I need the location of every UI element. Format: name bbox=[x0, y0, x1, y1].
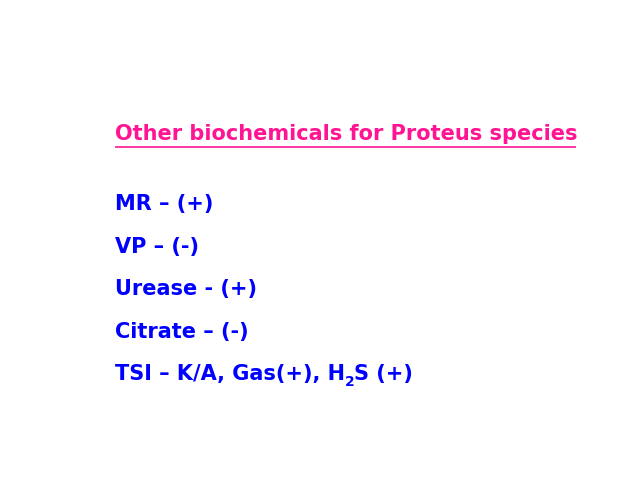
Text: 2: 2 bbox=[345, 375, 355, 389]
Text: Citrate – (-): Citrate – (-) bbox=[115, 322, 248, 342]
Text: Urease - (+): Urease - (+) bbox=[115, 279, 257, 300]
Text: Other biochemicals for Proteus species: Other biochemicals for Proteus species bbox=[115, 124, 577, 144]
Text: S (+): S (+) bbox=[355, 364, 413, 384]
Text: TSI – K/A, Gas(+), H: TSI – K/A, Gas(+), H bbox=[115, 364, 345, 384]
Text: VP – (-): VP – (-) bbox=[115, 237, 198, 257]
Text: MR – (+): MR – (+) bbox=[115, 194, 213, 215]
